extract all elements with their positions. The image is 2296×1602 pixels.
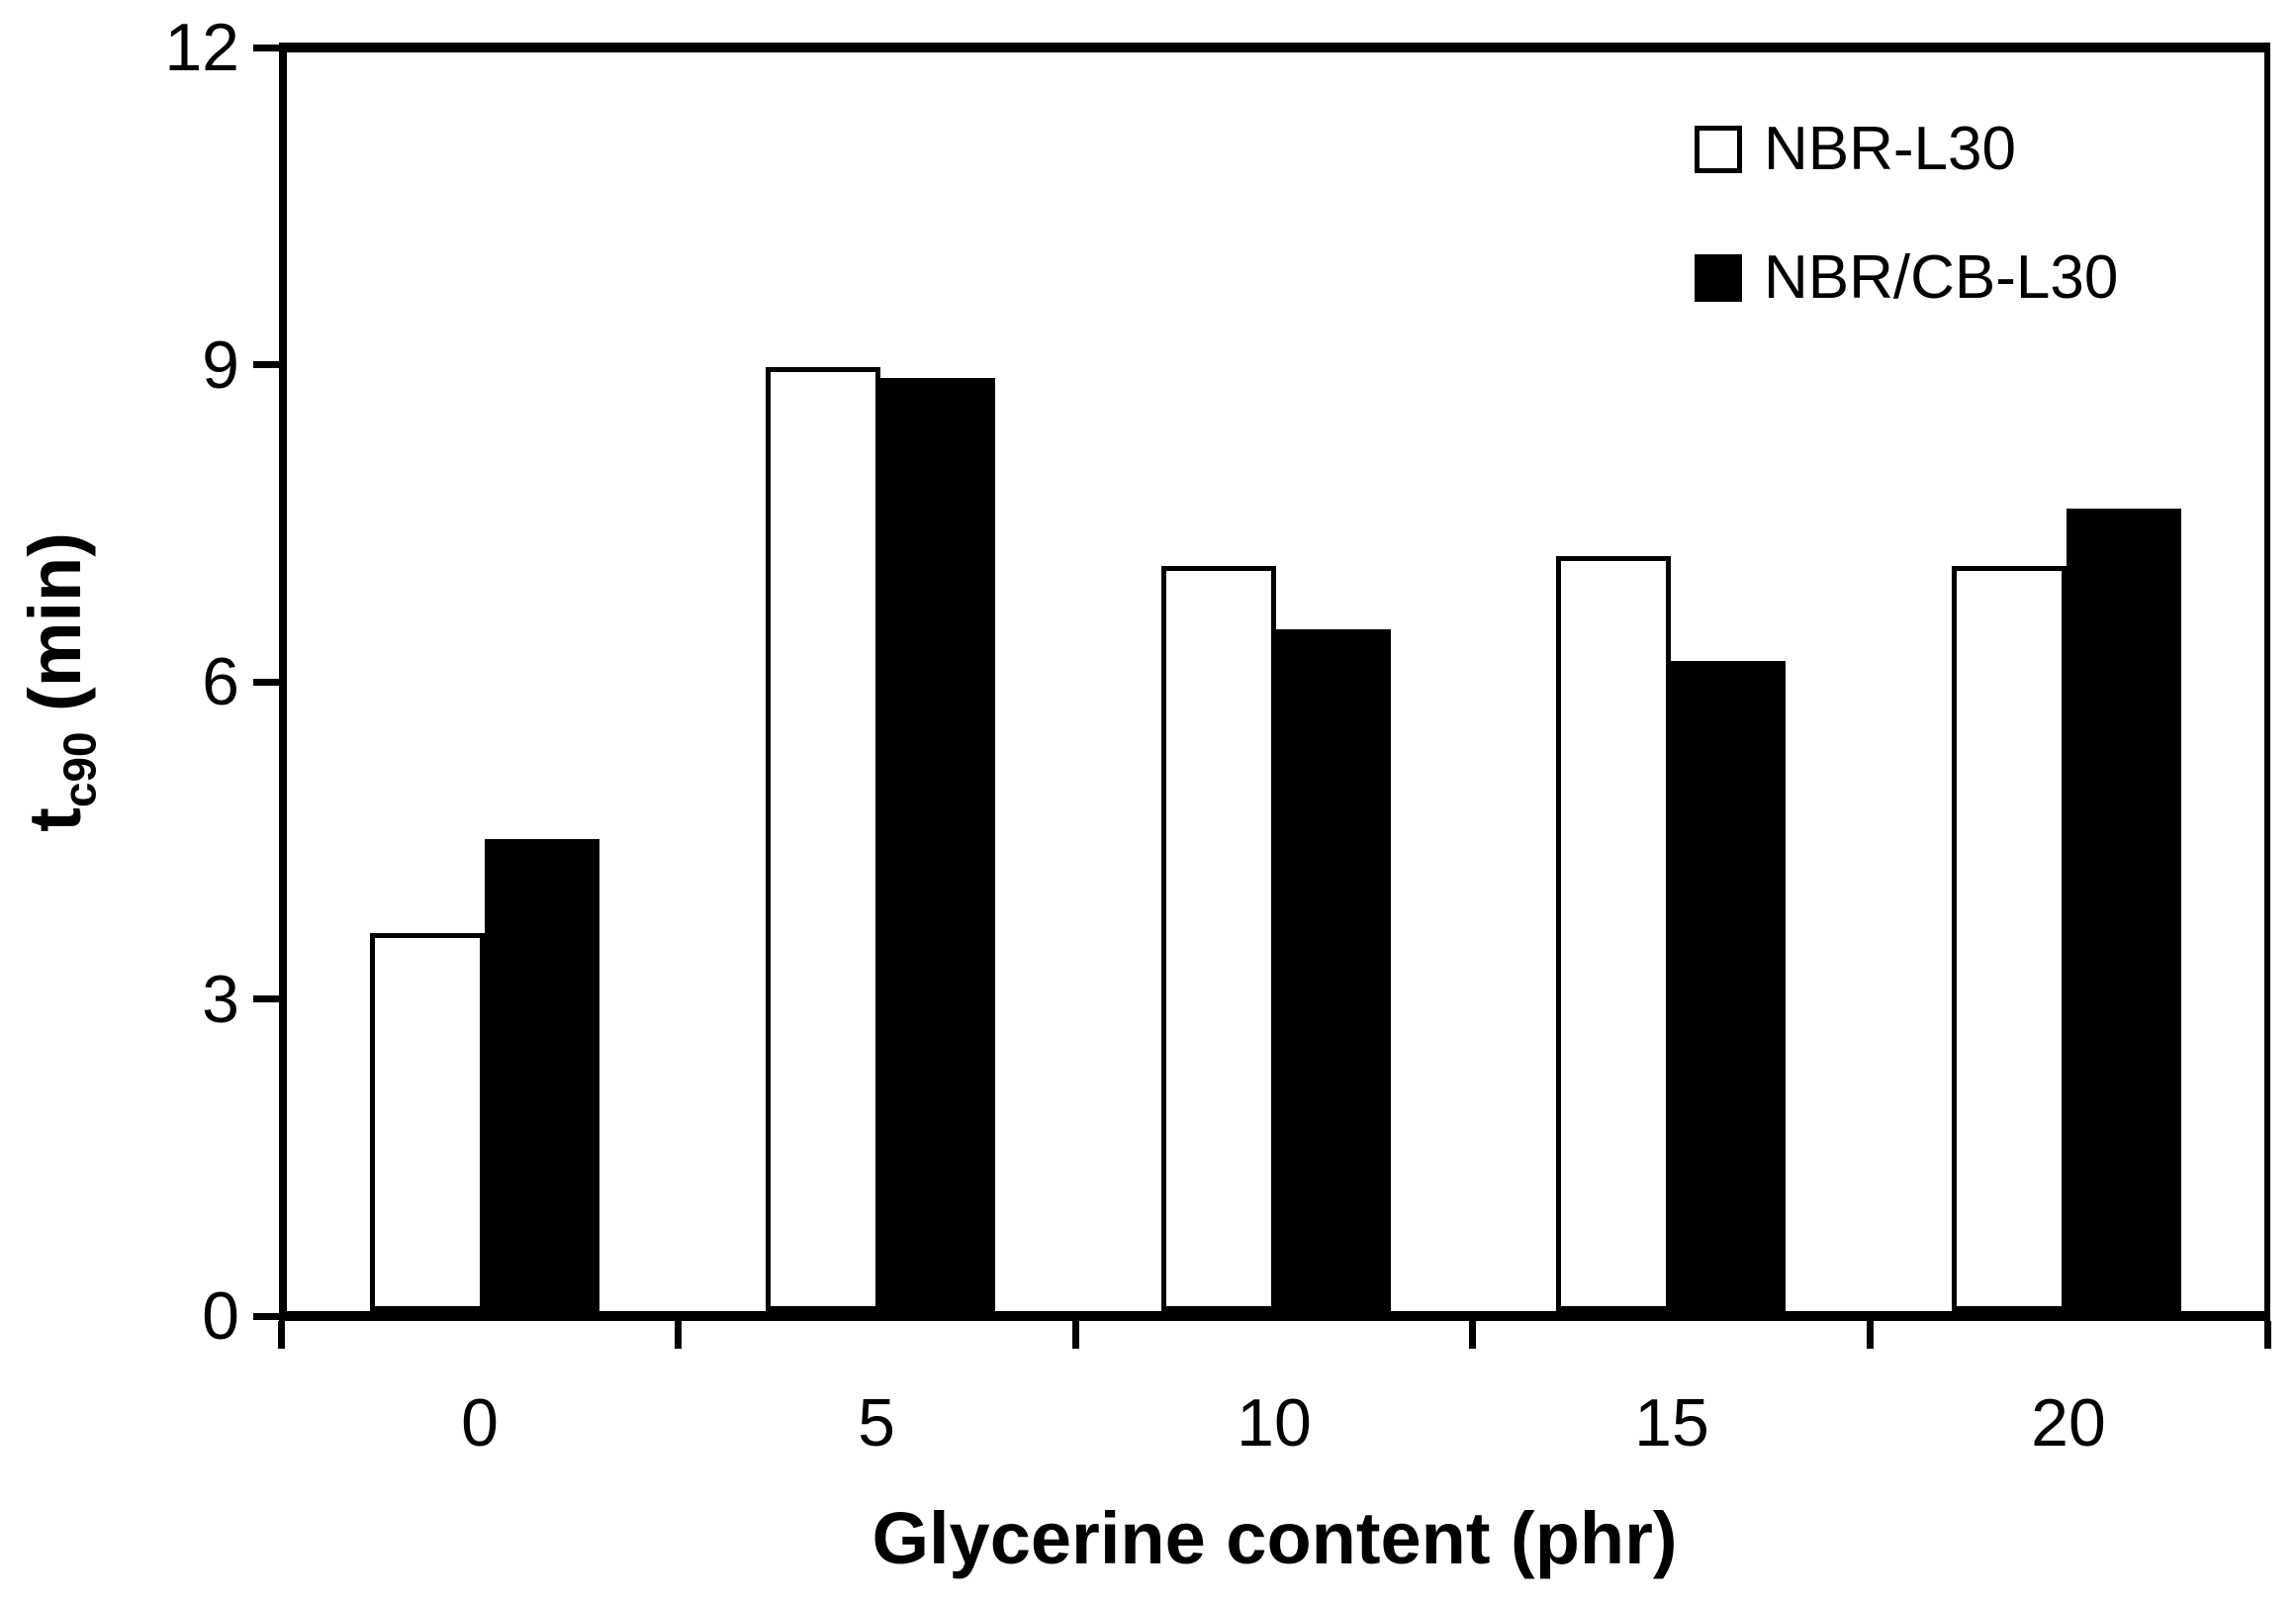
legend-label: NBR-L30 [1764,115,2016,183]
x-tick-label-15: 15 [1634,1385,1709,1461]
y-tick-label-12: 12 [164,10,239,85]
y-tick-label-6: 6 [202,644,239,719]
bar-nbr-cb-l30-at-20 [2066,509,2181,1311]
bar-nbr-l30-at-10 [1161,566,1276,1311]
bar-nbr-cb-l30-at-5 [880,378,995,1311]
y-tick-3 [253,995,279,1002]
x-tick-3 [1469,1321,1476,1349]
y-tick-label-0: 0 [202,1278,239,1354]
x-tick-label-20: 20 [2031,1385,2106,1461]
bar-nbr-l30-at-20 [1952,566,2066,1311]
x-tick-4 [1867,1321,1874,1349]
y-axis-title-subscript: c90 [53,731,106,807]
x-axis-title: Glycerine content (phr) [872,1497,1678,1579]
y-tick-9 [253,361,279,368]
bar-nbr-cb-l30-at-0 [485,839,599,1311]
legend: NBR-L30 NBR/CB-L30 [1695,115,2119,312]
bars-layer [287,52,2264,1311]
y-axis-title-prefix: t [13,806,96,832]
x-tick-1 [675,1321,682,1349]
x-tick-label-0: 0 [461,1385,499,1461]
legend-swatch-nbr-cb-l30 [1695,254,1742,302]
y-tick-12 [253,45,279,51]
x-tick-label-5: 5 [858,1385,895,1461]
legend-item-nbr-cb-l30: NBR/CB-L30 [1695,243,2119,312]
legend-label: NBR/CB-L30 [1764,243,2119,312]
legend-item-nbr-l30: NBR-L30 [1695,115,2118,183]
y-tick-0 [253,1313,279,1320]
x-tick-2 [1072,1321,1079,1349]
bar-nbr-cb-l30-at-10 [1276,629,1391,1311]
y-tick-label-3: 3 [202,962,239,1037]
y-tick-label-9: 9 [202,328,239,403]
bar-nbr-l30-at-15 [1556,556,1671,1311]
x-tick-0 [278,1321,285,1349]
y-tick-6 [253,679,279,686]
x-tick-label-10: 10 [1237,1385,1312,1461]
legend-swatch-nbr-l30 [1695,126,1742,173]
bar-nbr-l30-at-0 [370,933,485,1311]
bar-nbr-cb-l30-at-15 [1671,661,1786,1311]
bar-nbr-l30-at-5 [766,367,880,1311]
x-tick-5 [2264,1321,2271,1349]
plot-area [279,43,2270,1321]
